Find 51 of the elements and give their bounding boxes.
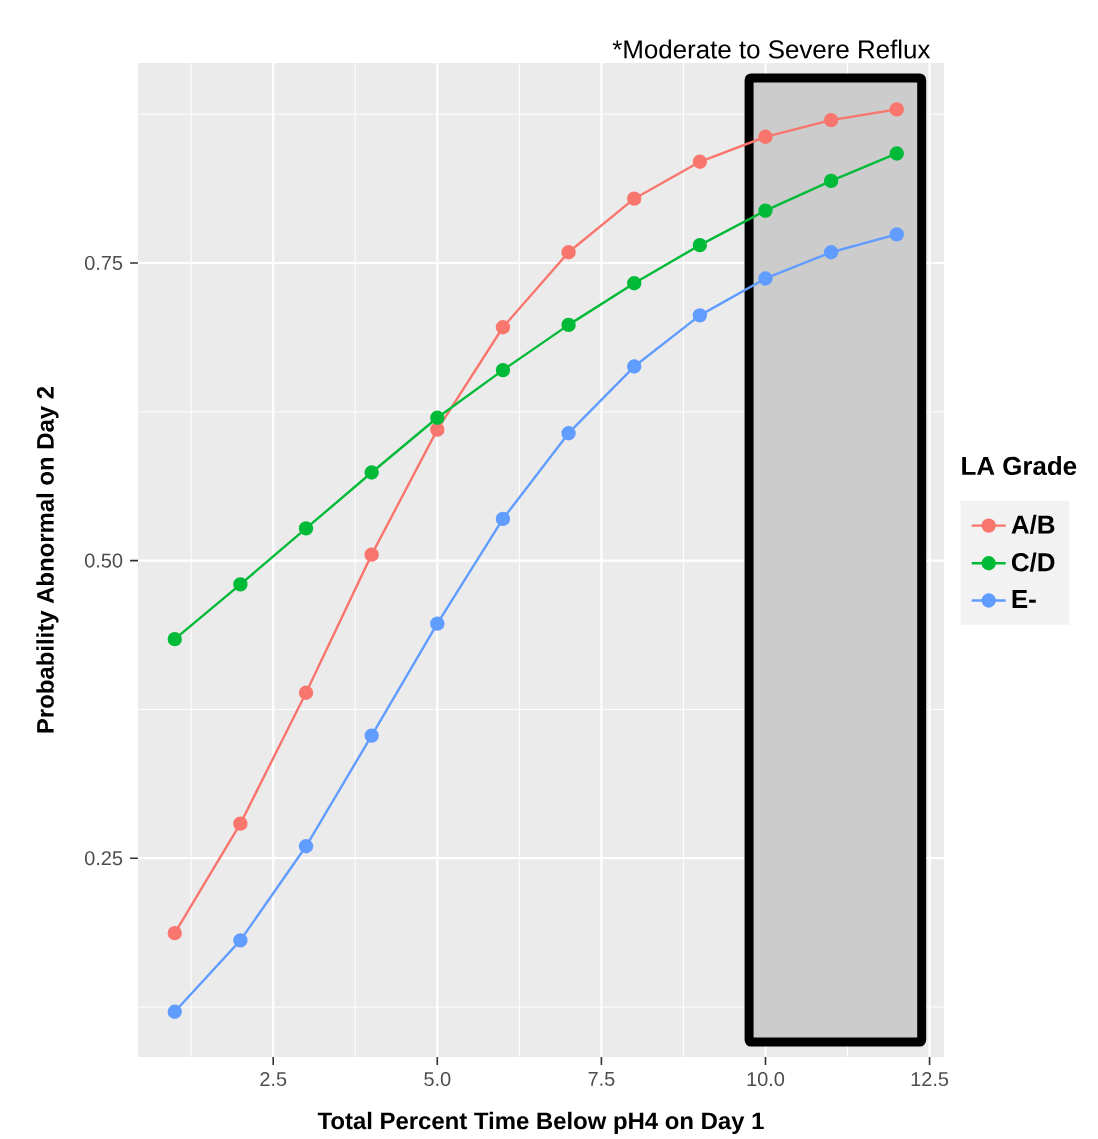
x-tick-label: 12.5 <box>911 1072 949 1087</box>
point <box>364 728 379 743</box>
point <box>758 203 773 218</box>
point <box>298 685 314 700</box>
point <box>364 465 379 480</box>
y-tick-label: 0.50 <box>84 553 123 568</box>
point <box>889 102 904 117</box>
point <box>233 577 248 592</box>
x-tick-label: 5.0 <box>424 1072 451 1087</box>
legend-label: A/B <box>1011 514 1055 534</box>
point <box>167 1004 182 1019</box>
point <box>298 839 314 854</box>
point <box>430 616 445 631</box>
y-axis-title: Probability Abnormal on Day 2 <box>36 386 59 733</box>
band-label: *Moderate to Severe Reflux <box>612 39 931 59</box>
point <box>233 816 248 831</box>
y-tick-label: 0.75 <box>84 255 123 271</box>
point <box>889 227 904 242</box>
point <box>495 362 511 378</box>
legend-label: C/D <box>1011 552 1055 572</box>
point <box>692 308 708 323</box>
point <box>233 933 248 948</box>
point <box>889 146 904 161</box>
point <box>692 237 708 253</box>
point <box>758 271 773 286</box>
point <box>561 245 576 260</box>
legend-label: E- <box>1012 590 1036 608</box>
x-tick-label: 7.5 <box>588 1072 615 1086</box>
x-tick-label: 2.5 <box>260 1072 287 1087</box>
point <box>627 191 642 206</box>
point <box>167 926 182 941</box>
point <box>167 631 182 647</box>
point <box>364 547 379 562</box>
point <box>823 173 839 189</box>
y-tick-label: 0.25 <box>84 851 123 866</box>
point <box>495 511 511 527</box>
point <box>298 521 314 536</box>
point <box>495 320 511 335</box>
point <box>823 245 839 260</box>
x-axis-title: Total Percent Time Below pH4 on Day 1 <box>317 1111 764 1135</box>
legend-title: LA Grade <box>962 456 1077 476</box>
point <box>823 112 839 128</box>
point <box>692 154 708 169</box>
point <box>430 422 445 437</box>
point <box>758 129 773 144</box>
point <box>561 426 576 441</box>
x-tick-label: 10.0 <box>747 1072 785 1087</box>
point <box>430 410 445 425</box>
point <box>627 359 642 374</box>
point <box>627 276 642 291</box>
point <box>561 317 576 333</box>
